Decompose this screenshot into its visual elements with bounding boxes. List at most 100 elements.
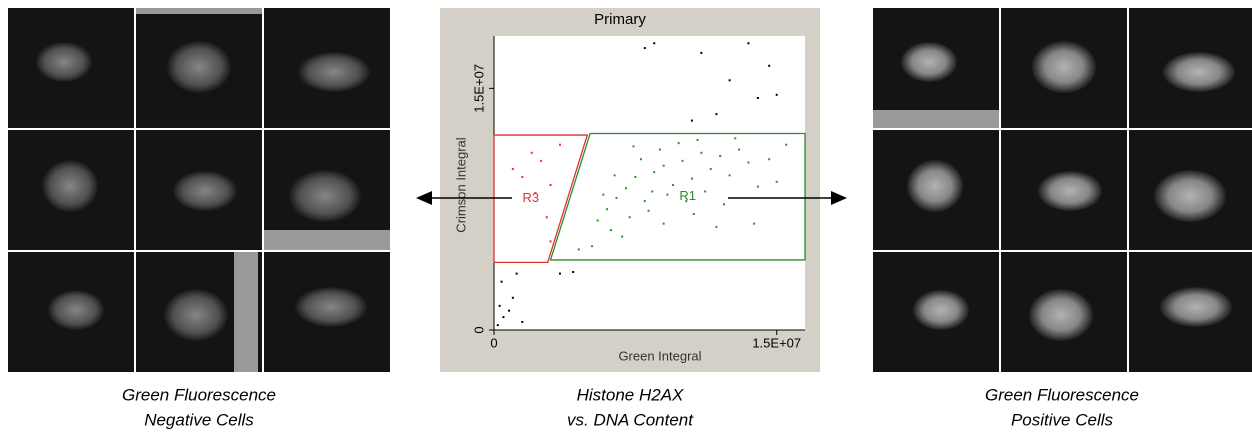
cell-nucleus [907,160,963,212]
point [666,193,669,196]
cell-nucleus [1163,52,1235,92]
cell-nucleus [1154,170,1226,222]
point [500,280,503,283]
point [515,272,518,275]
point [662,222,665,225]
gate-region [493,134,589,263]
point [768,64,771,67]
cell-nucleus [913,290,969,330]
point [681,159,684,162]
cell-nucleus [295,287,367,327]
cell-nucleus [42,160,98,212]
point [496,324,499,327]
image-filler [264,230,390,250]
gate-label: R3 [522,190,539,205]
point [640,158,643,161]
point [672,184,675,187]
point [609,229,612,232]
point [498,304,501,307]
point [615,196,618,199]
point [756,185,759,188]
point [785,143,788,146]
cell-nucleus [901,42,957,82]
cell-nucleus [1038,171,1102,211]
point [775,180,778,183]
point [696,138,699,141]
point [502,316,505,319]
cell-nucleus [48,290,104,330]
cell-nucleus [298,52,370,92]
point [715,225,718,228]
point [700,51,703,54]
point [540,159,543,162]
point [651,190,654,193]
point [606,208,609,211]
point [738,148,741,151]
point [602,193,605,196]
cell-nucleus [36,42,92,82]
point [719,155,722,158]
point [685,200,688,203]
point [690,177,693,180]
point [511,296,514,299]
point [521,175,524,178]
image-grid-positive [873,8,1252,372]
arrow-left [416,191,512,205]
scatter: 0 1.5E+07 0 1.5E+07 R1 R3 [471,42,806,350]
cell-nucleus [164,289,228,341]
cell-nucleus [167,41,231,93]
x-tick-label: 1.5E+07 [752,335,801,350]
point [722,203,725,206]
point [756,97,759,100]
y-tick-label: 0 [471,326,486,333]
point [632,145,635,148]
point [521,320,524,323]
point [534,192,537,195]
point [577,248,580,251]
point [549,240,552,243]
cell-nucleus [173,171,237,211]
image-filler [234,252,258,372]
x-tick-label: 0 [490,335,497,350]
point [700,151,703,154]
point [572,271,575,274]
point [624,187,627,190]
caption: Histone H2AX [577,385,684,404]
point [549,184,552,187]
plot-area [494,36,805,330]
gate-region [549,132,806,261]
point [596,219,599,222]
point [747,161,750,164]
image-filler [873,110,999,128]
point [613,174,616,177]
y-tick-label: 1.5E+07 [471,64,486,113]
point [734,137,737,140]
point [728,79,731,82]
point [591,245,594,248]
caption: Positive Cells [1011,410,1114,429]
cell-nucleus [1160,287,1232,327]
point [715,113,718,116]
point [643,200,646,203]
cell-nucleus [1032,41,1096,93]
point [558,143,561,146]
caption: Negative Cells [144,410,254,429]
point [653,42,656,45]
point [545,216,548,219]
point [658,148,661,151]
caption: vs. DNA Content [567,410,694,429]
caption: Green Fluorescence [122,385,276,404]
point [508,309,511,312]
point [662,164,665,167]
point [647,209,650,212]
point [709,167,712,170]
point [704,190,707,193]
point [621,235,624,238]
point [753,222,756,225]
point [728,174,731,177]
point [692,213,695,216]
point [768,158,771,161]
point [747,42,750,45]
x-axis-label: Green Integral [618,348,701,363]
